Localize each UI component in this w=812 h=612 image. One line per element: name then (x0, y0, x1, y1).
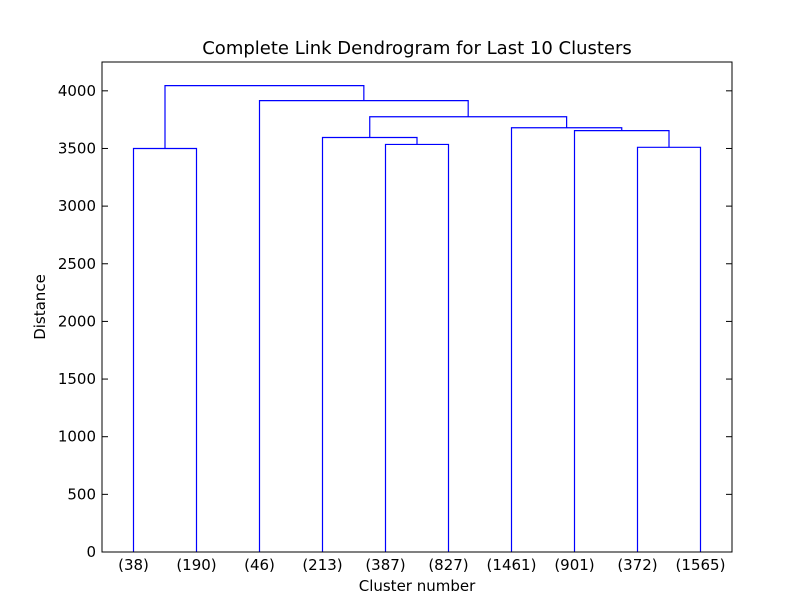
x-tick-label: (372) (617, 556, 657, 574)
x-tick-label: (1565) (676, 556, 726, 574)
dendrogram-link (258, 100, 469, 552)
plot-frame (101, 61, 733, 553)
x-tick-label: (46) (244, 556, 275, 574)
y-tick-label: 2500 (58, 255, 96, 273)
dendrogram-links (132, 85, 702, 552)
y-axis-label: Distance (31, 274, 49, 340)
x-axis-ticks: (38) (190) (46) (213) (387) (827) (1461) (901) (… (118, 556, 725, 574)
dendrogram-link (164, 85, 365, 149)
x-tick-label: (387) (365, 556, 405, 574)
y-tick-label: 2000 (58, 312, 96, 330)
x-tick-label: (827) (428, 556, 468, 574)
y-tick-label: 3500 (58, 139, 96, 157)
x-tick-label: (190) (176, 556, 216, 574)
x-tick-label: (901) (554, 556, 594, 574)
y-tick-label: 3000 (58, 197, 96, 215)
y-tick-label: 1000 (58, 428, 96, 446)
y-tick-label: 4000 (58, 82, 96, 100)
y-tick-label: 500 (67, 485, 96, 503)
chart-title: Complete Link Dendrogram for Last 10 Clu… (202, 38, 632, 59)
dendrogram-link (573, 130, 670, 552)
dendrogram-link (132, 147, 198, 552)
y-axis-ticks: 0 500 1000 1500 2000 2500 3000 3500 4000 (58, 82, 732, 561)
y-tick-label: 0 (86, 543, 96, 561)
dendrogram-link (636, 146, 702, 552)
dendrogram-link (384, 143, 450, 552)
x-tick-label: (1461) (487, 556, 537, 574)
x-tick-label: (38) (118, 556, 149, 574)
dendrogram-link (510, 127, 623, 552)
x-tick-label: (213) (302, 556, 342, 574)
x-axis-label: Cluster number (359, 577, 476, 595)
dendrogram-link (321, 136, 418, 552)
y-tick-label: 1500 (58, 370, 96, 388)
